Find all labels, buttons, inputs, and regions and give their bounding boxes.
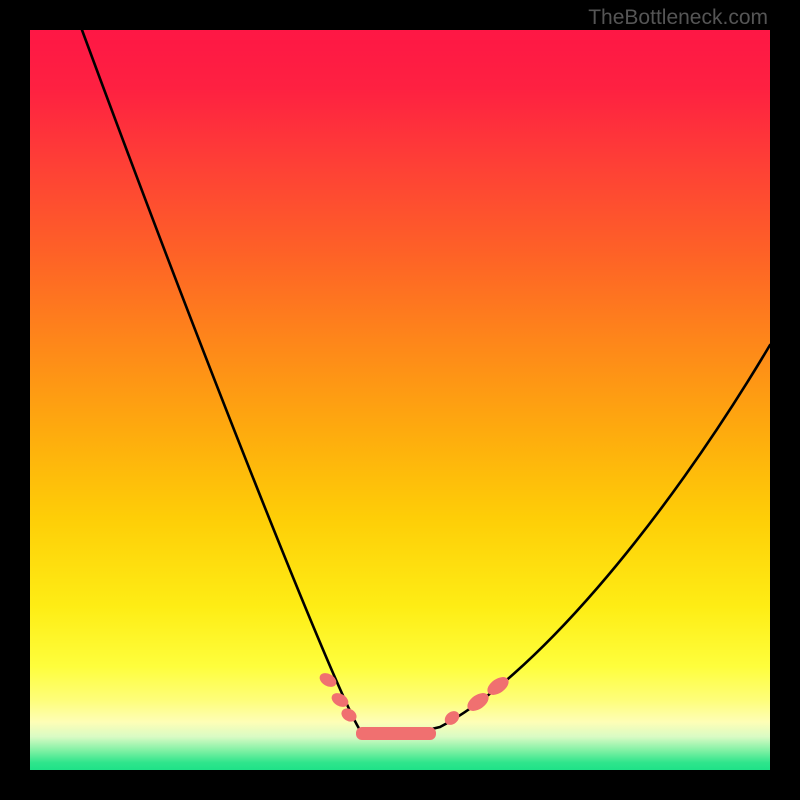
bottleneck-curve-chart <box>0 0 800 800</box>
plot-area <box>30 30 770 770</box>
curve-bead-bar <box>356 727 436 740</box>
chart-frame: TheBottleneck.com <box>0 0 800 800</box>
watermark-text: TheBottleneck.com <box>588 6 768 30</box>
